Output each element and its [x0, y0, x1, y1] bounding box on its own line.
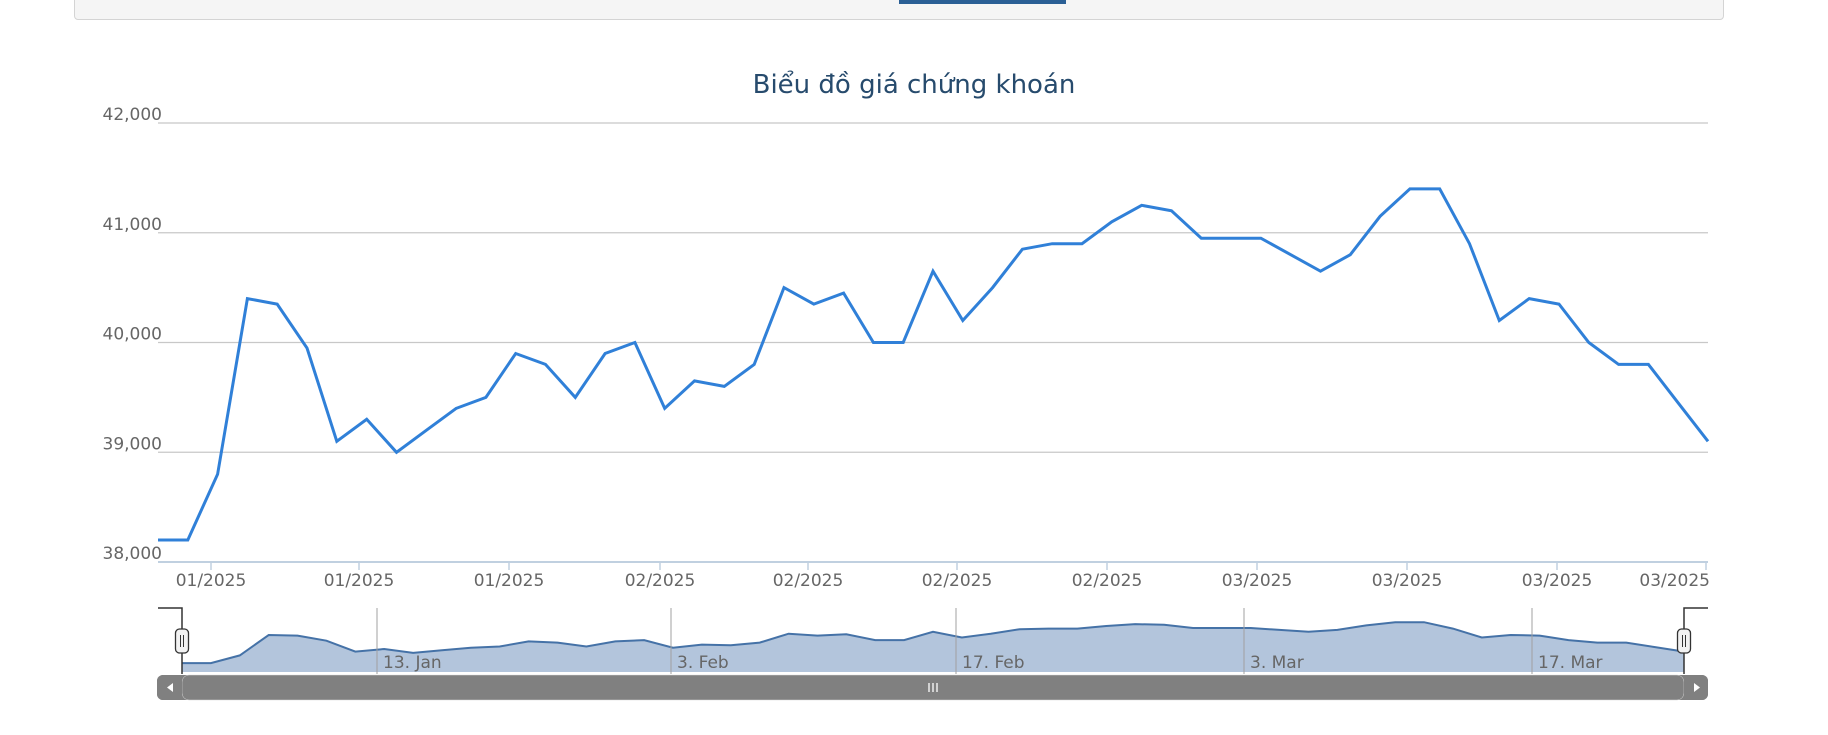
y-tick-label: 39,000 [103, 434, 162, 454]
y-tick-label: 41,000 [103, 215, 162, 235]
x-tick-label: 03/2025 [1372, 571, 1443, 591]
navigator-label: 3. Mar [1250, 653, 1304, 673]
navigator[interactable]: 13. Jan 3. Feb 17. Feb 3. Mar 17. Mar [158, 607, 1708, 674]
navigator-area [182, 622, 1684, 672]
price-line-series [158, 187, 1710, 542]
scroll-right-button[interactable] [1684, 675, 1708, 700]
arrow-left-icon [167, 683, 173, 692]
navigator-right-handle[interactable] [1676, 628, 1692, 654]
active-tab-indicator[interactable] [899, 0, 1066, 4]
x-tick-label: 02/2025 [922, 571, 993, 591]
x-tick-label: 01/2025 [474, 571, 545, 591]
navigator-label: 13. Jan [383, 653, 442, 673]
y-gridlines [158, 122, 1708, 453]
x-tick-label: 02/2025 [773, 571, 844, 591]
navigator-label: 3. Feb [677, 653, 729, 673]
arrow-right-icon [1694, 683, 1700, 692]
y-tick-label: 40,000 [103, 325, 162, 345]
navigator-line [182, 621, 1685, 665]
navigator-left-handle[interactable] [174, 628, 190, 654]
y-tick-label: 38,000 [103, 544, 162, 564]
x-tick-label: 03/2025 [1222, 571, 1293, 591]
x-tick-label: 01/2025 [176, 571, 247, 591]
navigator-label: 17. Feb [962, 653, 1025, 673]
chart-title: Biểu đồ giá chứng khoán [752, 70, 1076, 100]
navigator-label: 17. Mar [1538, 653, 1603, 673]
x-tick-label: 03/2025 [1639, 571, 1710, 591]
y-axis-labels: 38,000 39,000 40,000 41,000 42,000 [103, 105, 162, 564]
top-panel [74, 0, 1724, 20]
price-line [158, 187, 1710, 542]
y-tick-label: 42,000 [103, 105, 162, 125]
x-tick-label: 02/2025 [1072, 571, 1143, 591]
x-tick-label: 02/2025 [625, 571, 696, 591]
scroll-left-button[interactable] [157, 675, 182, 700]
x-tick-label: 03/2025 [1522, 571, 1593, 591]
scrollbar[interactable] [157, 674, 1708, 701]
x-tick-label: 01/2025 [324, 571, 395, 591]
x-axis: 01/2025 01/2025 01/2025 02/2025 02/2025 02/20… [158, 561, 1710, 591]
